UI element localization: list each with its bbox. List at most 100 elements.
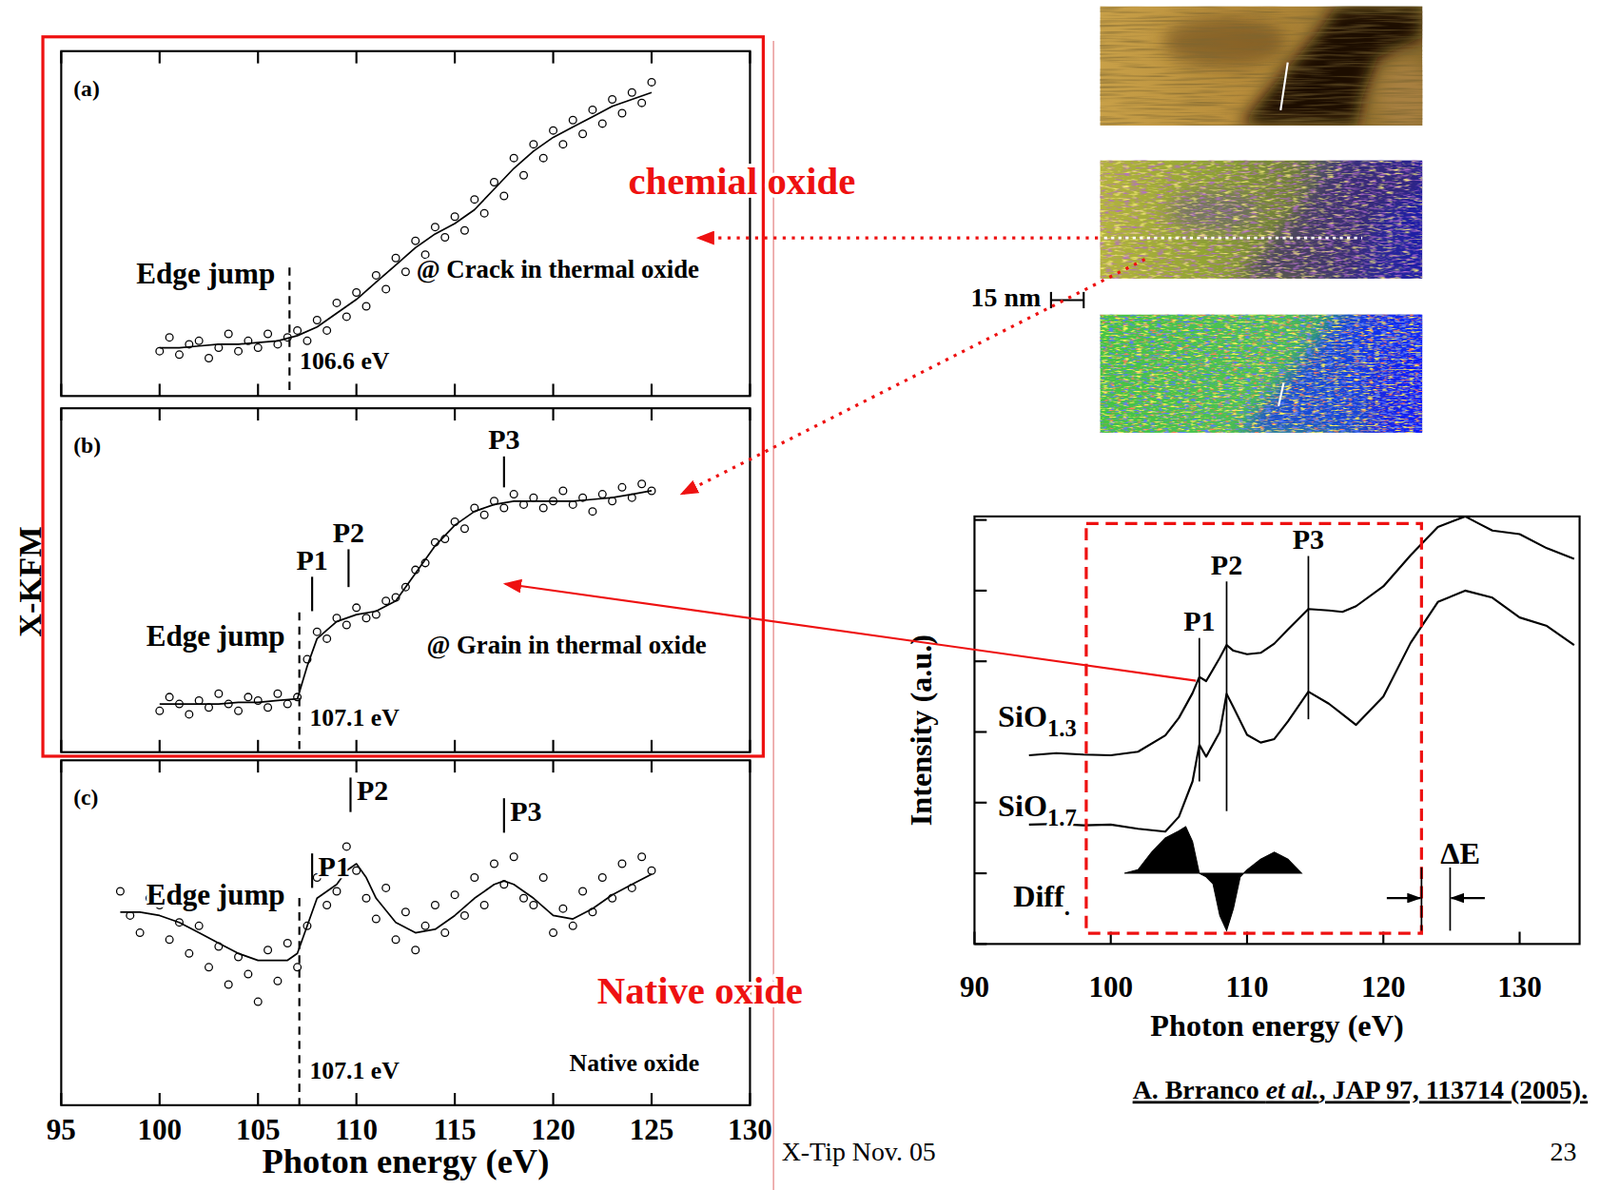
profile-line	[1104, 236, 1363, 240]
x-tick-label: 125	[629, 1112, 675, 1147]
x-tick	[551, 740, 554, 753]
data-point	[490, 178, 499, 187]
scale-bar	[1050, 292, 1053, 309]
x-tick-label: 100	[1088, 970, 1133, 1004]
slide: 15 nm Edge jump106.6 eV(a)@ Crack in ther…	[0, 0, 1600, 1190]
marks	[156, 78, 656, 363]
data-point	[520, 171, 528, 179]
x-axis-title: Photon energy (eV)	[261, 1142, 549, 1181]
data-point	[588, 507, 597, 516]
data-point	[303, 336, 312, 345]
afm-image	[1099, 160, 1423, 279]
citation-part: A. Brranco	[1132, 1074, 1267, 1105]
data-point	[323, 635, 332, 644]
scale-label: 15 nm	[971, 282, 1042, 313]
panel-letter: (b)	[73, 432, 101, 458]
data-point	[205, 354, 214, 363]
x-axis-title: Photon energy (eV)	[1150, 1008, 1404, 1043]
scale-bar	[1051, 298, 1084, 301]
x-tick	[650, 1092, 653, 1106]
image-ground	[1099, 160, 1423, 279]
data-point	[234, 347, 243, 355]
data-point	[490, 859, 499, 868]
data-point	[647, 78, 656, 87]
edge-value: 107.1 eV	[309, 1056, 400, 1085]
profile-marker	[1280, 62, 1288, 111]
series-label-sub: 1.3	[1047, 715, 1077, 742]
data-point	[253, 997, 262, 1006]
delta-e-label: ΔE	[1440, 836, 1481, 871]
edge-line	[298, 897, 301, 1106]
x-tick-label: 100	[136, 1112, 182, 1147]
x-tick-label: 130	[727, 1112, 773, 1147]
data-point	[638, 853, 646, 861]
x-tick	[453, 740, 456, 753]
data-point	[549, 929, 558, 937]
data-point	[402, 268, 410, 276]
data-point	[470, 874, 479, 882]
chart: Edge jump106.6 eV(a)@ Crack in thermal o…	[60, 51, 750, 397]
citation-part: et al.	[1266, 1074, 1320, 1105]
image-texture	[1099, 6, 1423, 127]
pointer-arrow	[505, 584, 1196, 682]
y-axis-title: Intensity (a.u.)	[903, 634, 938, 826]
x-tick-label: 90	[959, 970, 990, 1004]
data-point	[520, 501, 528, 509]
x-tick	[453, 760, 456, 773]
panel-letter: (a)	[73, 76, 100, 101]
data-point	[342, 842, 351, 851]
data-point	[559, 140, 567, 149]
data-point	[450, 891, 459, 899]
image-ground	[1099, 6, 1423, 127]
x-tick	[59, 1092, 62, 1106]
x-tick	[158, 383, 161, 396]
panel-letter: (c)	[73, 784, 98, 810]
data-point	[431, 223, 440, 232]
citation: A. Brranco et al., JAP 97, 113714 (2005)…	[1132, 1074, 1589, 1105]
data-point	[638, 98, 646, 107]
plot-frame	[60, 51, 750, 397]
x-tick-label: 95	[46, 1112, 77, 1147]
data-point	[224, 980, 233, 989]
edge-line	[288, 267, 291, 396]
peak-label: P1	[318, 850, 351, 882]
x-tick	[355, 383, 358, 396]
y-tick	[974, 660, 987, 663]
x-tick	[355, 408, 358, 421]
data-point	[382, 285, 391, 293]
data-point	[156, 706, 164, 715]
image-texture	[1099, 160, 1423, 279]
data-point	[352, 289, 361, 297]
data-point	[500, 192, 508, 200]
data-point	[638, 480, 646, 488]
peak-label: P3	[487, 423, 520, 455]
x-tick	[453, 408, 456, 421]
data-point	[352, 604, 361, 612]
data-point	[382, 884, 391, 893]
x-tick	[59, 383, 62, 396]
data-point	[382, 597, 391, 605]
series-label: SiO1.7	[997, 788, 1077, 831]
x-tick	[256, 383, 259, 396]
peak-line	[349, 777, 352, 812]
data-point	[579, 130, 587, 138]
y-tick	[974, 519, 987, 522]
data-point	[539, 504, 547, 512]
x-tick	[551, 408, 554, 421]
image-texture	[1099, 314, 1423, 433]
data-point	[450, 213, 459, 221]
x-tick	[453, 1092, 456, 1106]
y-tick	[974, 589, 987, 592]
data-point	[461, 525, 469, 533]
data-line	[1029, 516, 1575, 756]
diff-area	[1124, 826, 1302, 931]
x-tick	[256, 408, 259, 421]
x-tick	[1518, 931, 1521, 944]
series-label-part: Diff	[1013, 878, 1066, 914]
afm-image	[1099, 314, 1423, 433]
x-tick	[256, 740, 259, 753]
peak-label: P2	[356, 774, 389, 806]
chart: 90100110120130Photon energy (eV)Intensit…	[903, 516, 1580, 1043]
data-point	[342, 312, 351, 321]
data-point	[579, 887, 587, 896]
